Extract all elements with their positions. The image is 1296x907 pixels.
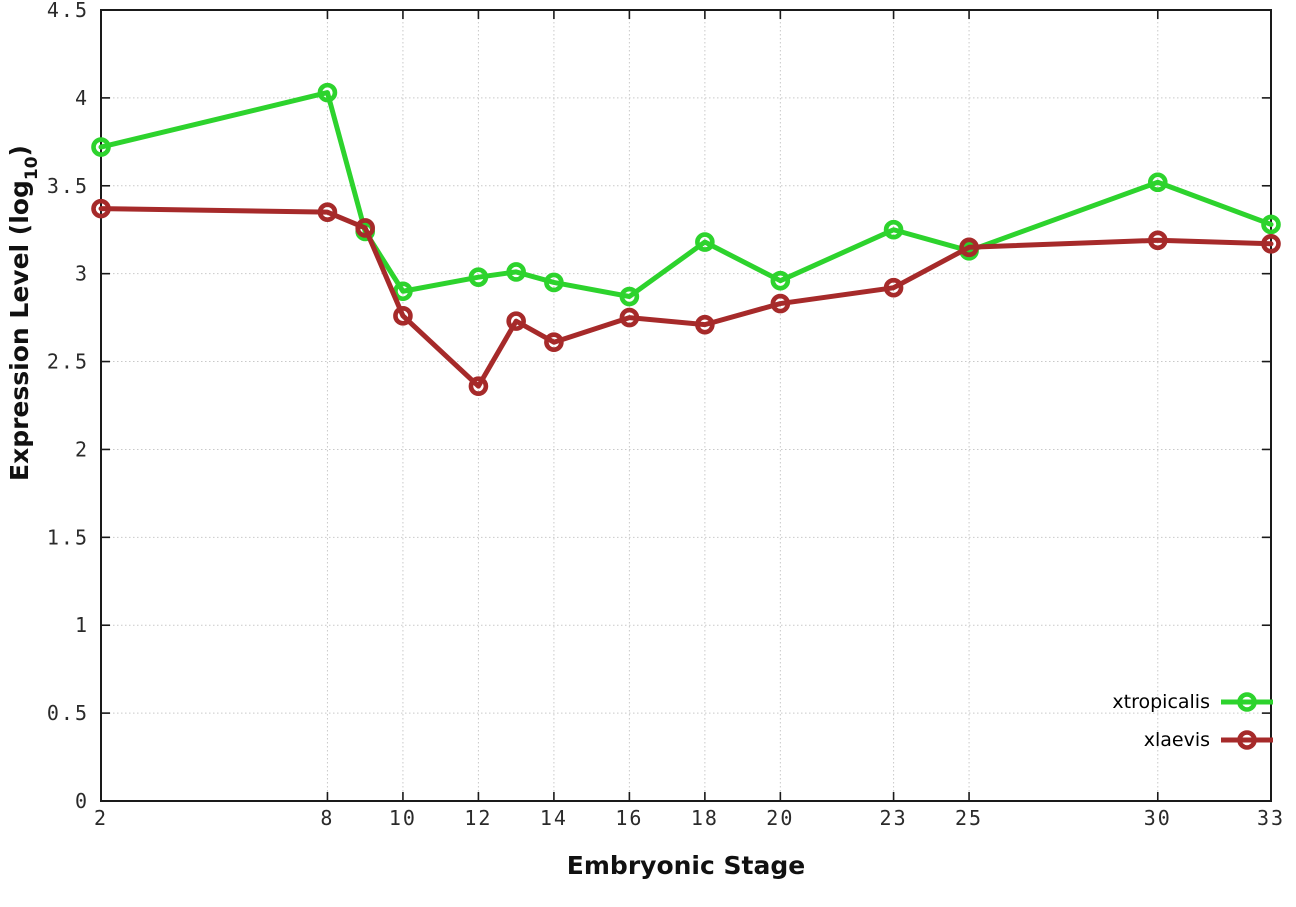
x-tick-label: 12 [464,806,492,830]
data-point-xtropicalis [1147,172,1168,193]
legend-item-xlaevis: xlaevis [1112,721,1274,759]
y-axis-title-text: Expression Level (log [5,180,34,481]
legend-label-xtropicalis: xtropicalis [1112,691,1210,713]
y-tick-label: 2 [75,437,89,461]
legend-marker-xtropicalis-icon [1221,692,1273,712]
data-point-xlaevis [770,293,791,314]
data-point-xlaevis [355,218,375,238]
y-axis-title: Expression Level (log10) [5,113,43,513]
legend-marker-xlaevis-icon [1221,730,1273,750]
data-point-xtropicalis [544,272,564,293]
x-tick-label: 18 [691,806,719,830]
data-point-xtropicalis [883,219,904,240]
data-point-xtropicalis [1261,214,1281,235]
data-point-xlaevis [619,307,640,328]
data-point-xtropicalis [619,286,640,307]
legend-item-xtropicalis: xtropicalis [1112,683,1274,721]
x-tick-label: 25 [955,806,983,830]
x-tick-label: 2 [94,806,108,830]
data-point-xtropicalis [506,262,526,282]
y-tick-label: 4 [75,86,89,110]
y-tick-label: 0.5 [47,701,89,725]
data-point-xlaevis [959,237,979,258]
x-tick-label: 30 [1144,806,1172,830]
x-tick-label: 14 [540,806,568,830]
y-tick-label: 3 [75,262,89,286]
data-point-xlaevis [1261,233,1281,254]
legend: xtropicalis xlaevis [1112,683,1274,759]
data-point-xlaevis [91,198,111,219]
data-point-xlaevis [1147,230,1168,251]
x-tick-label: 23 [880,806,908,830]
data-point-xtropicalis [695,232,715,252]
data-point-xlaevis [317,202,338,222]
y-tick-label: 3.5 [47,174,89,198]
y-tick-label: 0 [75,789,89,813]
data-point-xlaevis [506,311,526,331]
y-axis-title-suffix: ) [5,145,34,157]
y-tick-label: 1 [75,613,89,637]
x-tick-label: 16 [615,806,643,830]
data-point-xtropicalis [770,270,791,291]
y-tick-label: 4.5 [47,0,89,22]
data-point-xtropicalis [393,281,413,302]
data-point-xtropicalis [91,137,111,157]
data-point-xtropicalis [468,267,489,287]
data-point-xlaevis [544,332,564,353]
y-axis-title-subscript: 10 [22,156,43,181]
x-tick-label: 10 [389,806,417,830]
legend-label-xlaevis: xlaevis [1143,729,1210,751]
series-line-xlaevis [98,206,1274,389]
data-point-xtropicalis [317,82,338,103]
series-line-xtropicalis [98,90,1274,300]
y-tick-label: 1.5 [47,525,89,549]
data-point-xlaevis [883,277,904,298]
x-tick-label: 33 [1257,806,1285,830]
data-point-xlaevis [393,306,413,326]
data-point-xlaevis [468,376,489,396]
x-axis-title: Embryonic Stage [566,851,806,880]
x-tick-label: 8 [320,806,334,830]
data-point-xlaevis [695,314,715,335]
x-tick-label: 20 [766,806,794,830]
y-tick-label: 2.5 [47,350,89,374]
